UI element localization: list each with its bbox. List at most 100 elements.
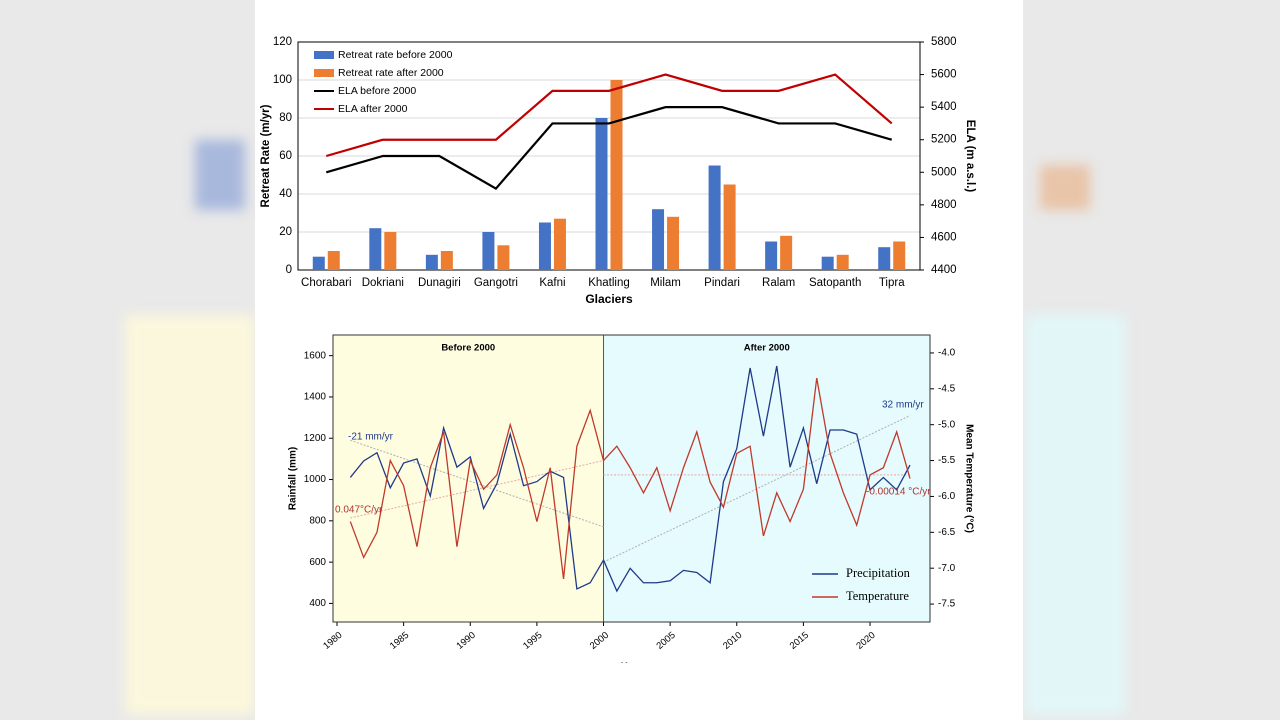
bar (595, 118, 608, 270)
bar (440, 251, 453, 270)
y-axis-label: Rainfall (mm) (288, 447, 299, 510)
y2-tick-label: -5.5 (938, 455, 956, 466)
bar (652, 209, 665, 270)
y-tick-label: 800 (309, 515, 326, 526)
y-tick-label: 0 (286, 264, 292, 276)
x-tick-label: 2010 (721, 630, 744, 652)
legend-label: Precipitation (846, 566, 911, 580)
y2-tick-label: 5800 (931, 36, 957, 48)
x-tick-label: Milam (650, 277, 681, 289)
x-tick-label: Dokriani (362, 277, 404, 289)
bar (893, 241, 906, 270)
y2-tick-label: 4400 (931, 264, 957, 276)
y-tick-label: 600 (309, 557, 326, 568)
bar (708, 165, 721, 270)
region-label: Before 2000 (441, 343, 495, 354)
y2-tick-label: -6.5 (938, 527, 956, 538)
y2-tick-label: 5200 (931, 134, 957, 146)
region (603, 335, 930, 622)
legend-swatch (314, 51, 334, 59)
x-tick-label: 2020 (854, 630, 877, 652)
y-tick-label: 60 (279, 150, 292, 162)
plot-frame (332, 334, 931, 623)
y2-tick-label: 5000 (931, 166, 957, 178)
x-tick-label: Chorabari (301, 277, 352, 289)
bar (369, 228, 382, 270)
annotation: -0.00014 °C/yr (866, 487, 931, 498)
bar (553, 218, 566, 270)
x-tick-label: 1980 (321, 630, 344, 652)
y2-tick-label: -4.0 (938, 348, 956, 359)
bar (780, 235, 793, 270)
series-line (349, 365, 911, 593)
x-tick-label: 2005 (654, 630, 677, 652)
y2-tick-label: -7.5 (938, 599, 956, 610)
y-tick-label: 1400 (304, 392, 327, 403)
x-tick-label: Gangotri (474, 277, 518, 289)
ela-line (325, 73, 893, 158)
x-axis-label: Glaciers (585, 292, 633, 306)
x-tick-label: 2000 (588, 630, 611, 652)
x-tick-label: 1990 (455, 630, 478, 652)
y-tick-label: 1200 (304, 433, 327, 444)
annotation: 0.047°C/yr (335, 505, 383, 516)
y-tick-label: 20 (279, 226, 292, 238)
legend-label: Retreat rate before 2000 (338, 49, 453, 61)
y2-tick-label: 4600 (931, 231, 957, 243)
y-axis-label: Retreat Rate (m/yr) (260, 104, 272, 207)
bar (538, 222, 551, 270)
x-tick-label: Khatling (588, 277, 630, 289)
y2-tick-label: -4.5 (938, 383, 956, 394)
x-tick-label: 1995 (521, 630, 544, 652)
bar (765, 241, 778, 270)
y-tick-label: 120 (273, 36, 292, 48)
y-tick-label: 1000 (304, 474, 327, 485)
bar (821, 256, 834, 270)
y2-tick-label: 4800 (931, 199, 957, 211)
x-tick-label: Satopanth (809, 277, 861, 289)
y-tick-label: 100 (273, 74, 292, 86)
bar (312, 256, 325, 270)
legend-label: ELA before 2000 (338, 85, 416, 97)
y2-axis-label: Mean Temperature (°C) (963, 424, 974, 533)
region (333, 335, 604, 622)
legend-label: Retreat rate after 2000 (338, 67, 444, 79)
y2-tick-label: -6.0 (938, 491, 956, 502)
x-tick-label: Pindari (704, 277, 740, 289)
x-tick-label: Kafni (539, 277, 565, 289)
y2-tick-label: -7.0 (938, 563, 956, 574)
y-tick-label: 400 (309, 598, 326, 609)
bar (497, 245, 510, 270)
x-tick-label: 1985 (388, 630, 411, 652)
bar (384, 232, 397, 270)
series-line (349, 377, 911, 580)
x-tick-label: Tipra (879, 277, 905, 289)
y-tick-label: 40 (279, 188, 292, 200)
x-tick-label: 2015 (788, 630, 811, 652)
annotation: 32 mm/yr (882, 400, 924, 411)
y2-tick-label: 5400 (931, 101, 957, 113)
bar (327, 251, 340, 270)
bar (425, 254, 438, 270)
legend-label: ELA after 2000 (338, 103, 408, 115)
y2-tick-label: 5600 (931, 69, 957, 81)
bar (610, 80, 623, 270)
y-tick-label: 80 (279, 112, 292, 124)
bar (723, 184, 736, 270)
cutoff (255, 663, 1023, 720)
bar (482, 232, 495, 270)
bar (667, 216, 680, 270)
y2-axis-label: ELA (m a.s.l.) (964, 120, 976, 193)
ela-line (325, 106, 893, 190)
region-label: After 2000 (744, 343, 790, 354)
y-tick-label: 1600 (304, 350, 327, 361)
plot-frame (297, 41, 921, 271)
x-tick-label: Dunagiri (418, 277, 461, 289)
trend-line (350, 460, 604, 519)
legend-swatch (314, 69, 334, 77)
legend-label: Temperature (846, 589, 909, 603)
bar (836, 254, 849, 270)
